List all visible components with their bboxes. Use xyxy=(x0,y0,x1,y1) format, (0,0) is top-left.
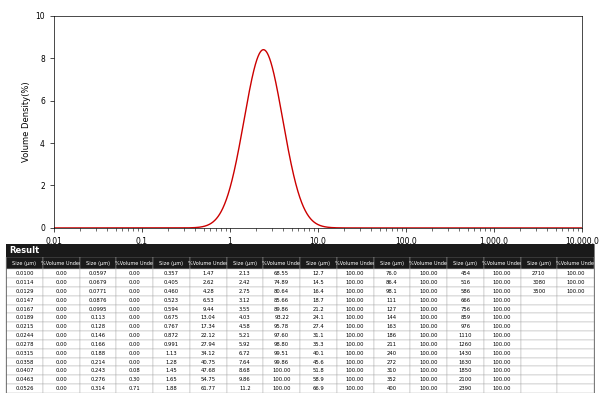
Text: Result: Result xyxy=(9,246,39,255)
Y-axis label: Volume Density(%): Volume Density(%) xyxy=(22,81,31,162)
X-axis label: Size Classes(μm): Size Classes(μm) xyxy=(282,249,354,258)
FancyBboxPatch shape xyxy=(6,244,594,257)
